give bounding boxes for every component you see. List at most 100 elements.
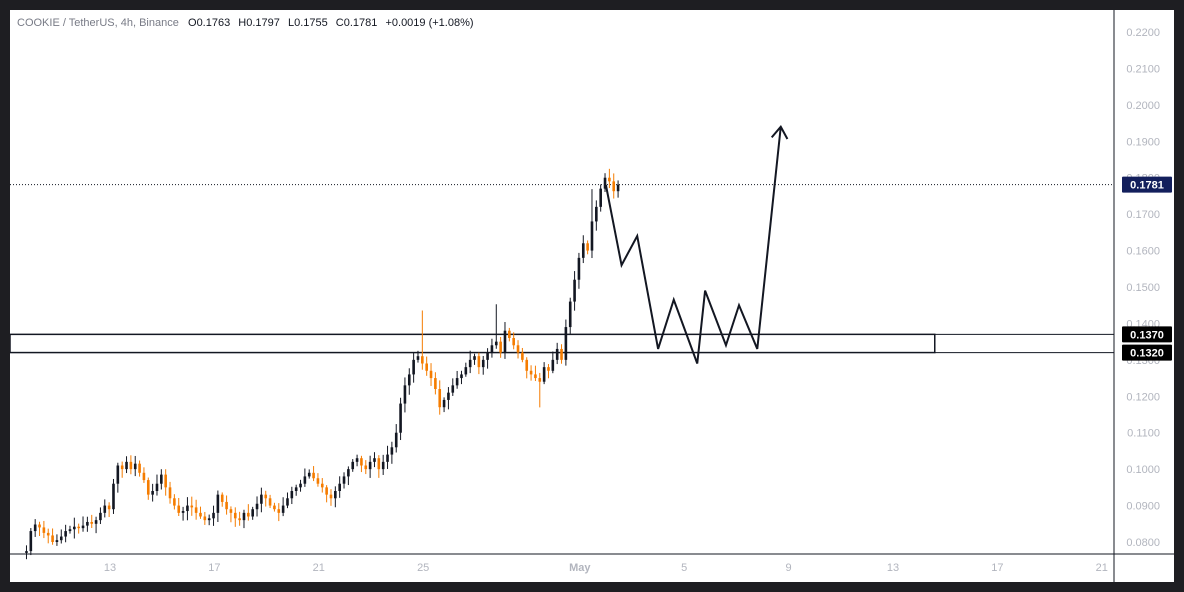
candle-body [573, 279, 576, 302]
candle-body [494, 341, 498, 346]
candle-body [386, 454, 389, 462]
candle-body [120, 465, 124, 470]
candle-body [103, 505, 107, 513]
zone-top-tag: 0.1370 [1130, 329, 1164, 341]
candle-body [86, 521, 89, 526]
candle-body [229, 509, 233, 513]
candle-body [447, 392, 450, 400]
candle-body [577, 257, 581, 280]
candle-body [486, 352, 489, 360]
candle-body [42, 527, 46, 533]
price-chart[interactable]: 0.22000.21000.20000.19000.18000.17000.16… [10, 10, 1174, 582]
candle-body [260, 494, 263, 504]
candle-body [112, 483, 115, 510]
candle-body [190, 505, 194, 508]
candle-body [320, 483, 324, 488]
candle-body [542, 367, 546, 382]
candle-body [216, 494, 220, 513]
candle-body [107, 505, 111, 510]
candle-body [581, 243, 585, 258]
candle-body [399, 403, 402, 433]
price-tick-label: 0.1600 [1126, 246, 1160, 258]
candle-body [468, 359, 472, 368]
high-value: 0.1797 [246, 17, 280, 29]
candle-body [608, 177, 611, 182]
candle-body [390, 447, 394, 455]
time-tick-label: 13 [887, 562, 899, 574]
candle-body [407, 374, 411, 386]
candle-body [503, 330, 507, 353]
candle-body [59, 536, 63, 541]
projection-path [604, 126, 782, 364]
candle-body [534, 374, 537, 379]
candle-body [207, 518, 211, 521]
high-label: H [238, 17, 247, 29]
candle-body [355, 458, 359, 462]
candle-body [347, 469, 350, 477]
candle-body [33, 524, 37, 532]
price-tick-label: 0.2200 [1126, 27, 1160, 39]
candle-body [334, 491, 337, 499]
candle-body [199, 512, 202, 517]
candle-body [225, 501, 228, 510]
candle-body [64, 531, 67, 537]
candle-body [516, 345, 520, 353]
candle-body [512, 338, 515, 346]
candle-body [364, 465, 368, 470]
candle-body [338, 483, 341, 491]
price-tick-label: 0.0800 [1126, 537, 1160, 549]
support-zone-box [10, 333, 936, 354]
candle-body [242, 512, 246, 521]
low-value: 0.1755 [294, 17, 328, 29]
candle-body [77, 526, 80, 529]
close-label: C [335, 17, 344, 29]
candle-body [38, 524, 41, 528]
zone-top-tag-bg [1122, 326, 1172, 343]
candle-body [438, 389, 442, 408]
candle-body [186, 505, 189, 512]
price-tick-label: 0.1900 [1126, 136, 1160, 148]
price-tick-label: 0.1100 [1127, 428, 1160, 440]
candle-body [603, 177, 607, 189]
candle-body [381, 461, 385, 470]
candle-body [316, 478, 320, 484]
candle-body [538, 378, 542, 382]
time-tick-label: 9 [786, 562, 792, 574]
candle-body [368, 461, 372, 470]
candle-body [490, 345, 494, 353]
candle-body [281, 505, 285, 513]
candle-body [29, 531, 33, 552]
candle-body [612, 181, 616, 192]
candle-body [268, 498, 272, 506]
candle-body [90, 521, 94, 524]
symbol-legend: COOKIE / TetherUS, 4h, Binance O0.1763 H… [17, 17, 474, 29]
candle-body [155, 483, 159, 491]
candle-body [590, 221, 594, 251]
price-tick-label: 0.1200 [1126, 391, 1160, 403]
price-tick-label: 0.1700 [1126, 209, 1160, 221]
candle-body [547, 367, 550, 371]
candle-body [177, 505, 181, 513]
candle-body [233, 512, 237, 519]
candle-body [360, 458, 363, 466]
candle-body [194, 507, 198, 513]
candle-body [481, 359, 485, 368]
candle-body [73, 526, 76, 530]
candle-body [220, 494, 224, 502]
zone-bottom-tag-bg [1122, 344, 1172, 361]
candle-body [425, 363, 428, 371]
candle-body [460, 374, 463, 379]
candle-body [312, 472, 315, 479]
price-tick-label: 0.1500 [1126, 282, 1160, 294]
open-label: O [188, 17, 197, 29]
candle-body [277, 509, 281, 513]
candle-body [464, 367, 468, 375]
candle-body [133, 463, 137, 470]
candle-body [247, 512, 250, 517]
candle-body [142, 472, 146, 481]
candle-body [434, 378, 437, 389]
close-value: 0.1781 [343, 17, 378, 29]
candle-body [555, 348, 559, 360]
candle-body [525, 359, 529, 371]
candle-body [68, 529, 72, 532]
